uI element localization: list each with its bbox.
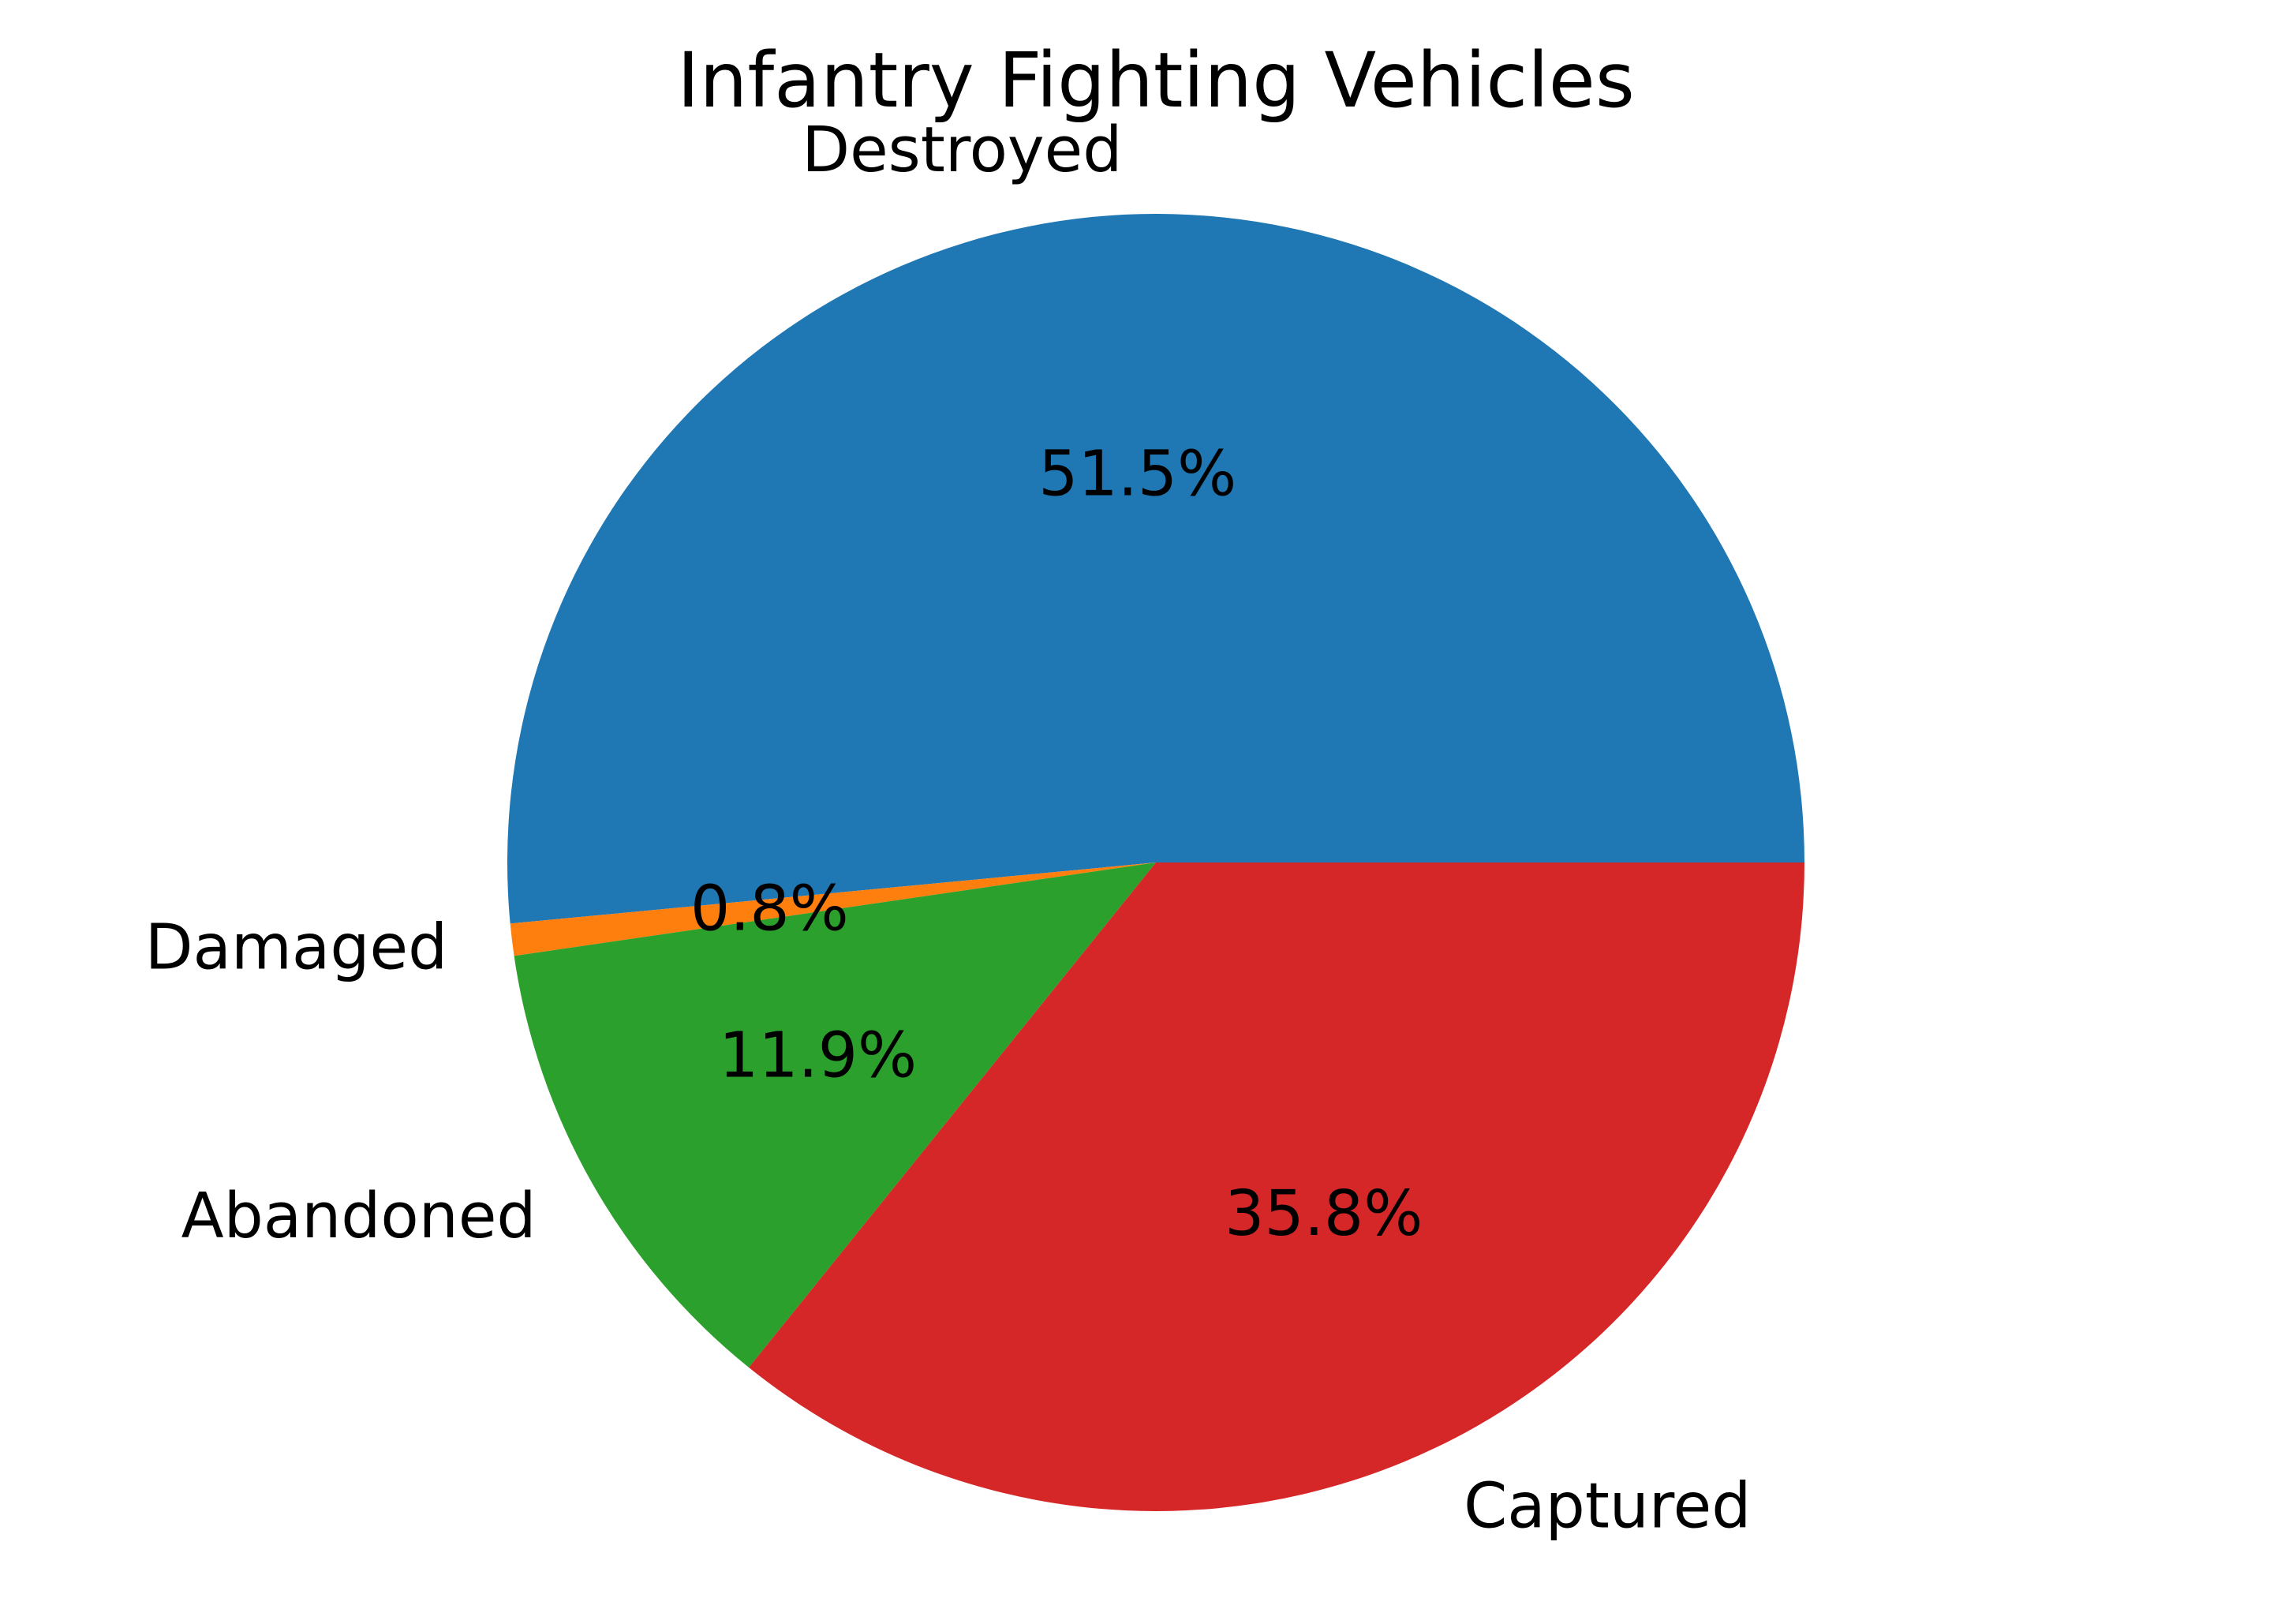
pie-slice-damaged [510,863,1156,956]
slice-label-captured: Captured [1464,1470,1751,1543]
slice-label-destroyed: Destroyed [802,114,1122,186]
pct-label-captured: 35.8% [1225,1177,1423,1250]
pct-label-destroyed: 51.5% [1038,437,1236,510]
pct-label-damaged: 0.8% [690,873,849,945]
pie-slice-destroyed [507,214,1804,924]
slice-label-abandoned: Abandoned [181,1180,537,1252]
pie-slices [507,214,1804,1511]
pie-slice-captured [749,863,1804,1511]
slice-label-damaged: Damaged [145,911,448,984]
chart-title: Infantry Fighting Vehicles [677,36,1635,125]
pct-label-abandoned: 11.9% [719,1019,917,1091]
pie-slice-abandoned [514,863,1156,1368]
pie-labels: Destroyed 51.5% Damaged 0.8% Abandoned 11.9% C… [145,114,1752,1543]
